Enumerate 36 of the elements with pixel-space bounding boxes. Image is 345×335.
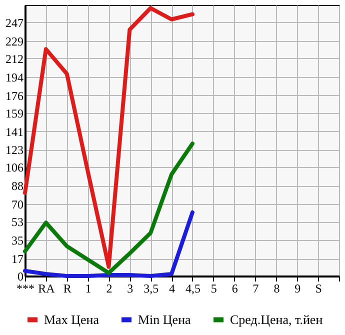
line-series bbox=[23, 210, 194, 278]
x-tick-label: RA bbox=[38, 282, 56, 296]
x-tick-label: 7 bbox=[252, 282, 259, 296]
x-tick-label: R bbox=[63, 282, 72, 296]
y-tick-label: 70 bbox=[12, 198, 24, 212]
line-series bbox=[23, 6, 194, 269]
legend-label: Сред.Цена, т.йен bbox=[230, 312, 323, 327]
legend-label: Max Цена bbox=[44, 312, 100, 327]
y-tick-label: 212 bbox=[6, 52, 24, 66]
y-tick-label: 123 bbox=[6, 143, 24, 158]
x-tick-label: *** bbox=[16, 282, 34, 296]
y-tick-label: 17 bbox=[12, 252, 24, 266]
x-tick-label: S bbox=[315, 282, 322, 296]
x-tick-label: 8 bbox=[274, 282, 280, 296]
y-tick-label: 106 bbox=[6, 160, 24, 175]
x-tick-label: 4 bbox=[169, 282, 176, 296]
y-tick-label: 53 bbox=[12, 215, 24, 230]
y-tick-label: 229 bbox=[6, 34, 24, 48]
x-tick-label: 1 bbox=[85, 282, 92, 296]
y-tick-label: 194 bbox=[6, 70, 24, 84]
y-tick-label: 176 bbox=[6, 88, 24, 103]
y-tick-label: 88 bbox=[12, 179, 24, 194]
x-tick-label: 4,5 bbox=[185, 282, 200, 296]
line-series bbox=[23, 142, 194, 275]
x-tick-label: 9 bbox=[294, 282, 301, 296]
y-tick-label: 247 bbox=[6, 16, 24, 30]
x-tick-label: 3 bbox=[127, 282, 134, 296]
y-tick-label: 0 bbox=[18, 270, 24, 284]
x-tick-label: 5 bbox=[210, 282, 217, 296]
x-tick-label: 6 bbox=[232, 282, 238, 296]
y-tick-label: 35 bbox=[12, 234, 24, 248]
x-tick-label: 3,5 bbox=[144, 282, 159, 296]
y-tick-label: 159 bbox=[6, 106, 24, 120]
y-tick-label: 141 bbox=[6, 124, 24, 139]
x-tick-label: 2 bbox=[106, 282, 112, 296]
legend-label: Min Цена bbox=[138, 312, 192, 327]
